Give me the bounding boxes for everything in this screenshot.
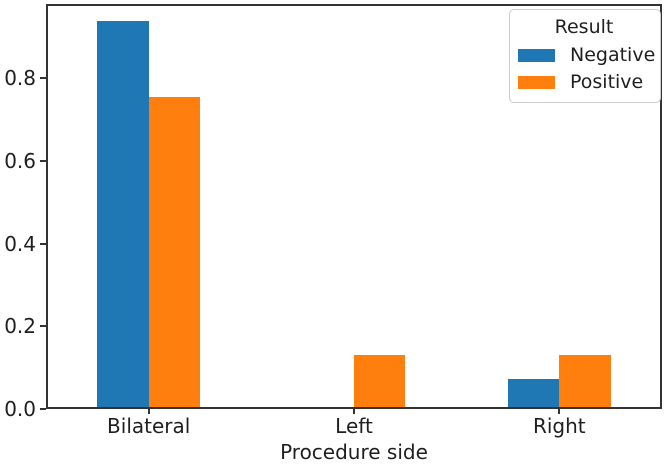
legend-item-positive: Positive — [518, 71, 650, 93]
legend-label-negative: Negative — [570, 44, 656, 66]
legend: Result Negative Positive — [509, 9, 661, 103]
y-tick-mark — [40, 242, 46, 245]
y-tick-label-0.2: 0.2 — [4, 314, 36, 339]
y-tick-label-0.0: 0.0 — [4, 397, 36, 421]
y-tick-label-0.4: 0.4 — [4, 231, 36, 256]
bar-bilateral-negative — [97, 21, 149, 407]
y-tick-mark — [40, 159, 46, 162]
legend-title: Result — [554, 16, 614, 38]
legend-swatch-positive-icon — [518, 75, 555, 89]
y-tick-label-0.8: 0.8 — [4, 66, 36, 91]
bar-bilateral-positive — [148, 97, 200, 407]
x-tick-label-right: Right — [532, 414, 586, 438]
bar-right-negative — [508, 379, 560, 407]
y-tick-mark — [40, 325, 46, 328]
legend-item-negative: Negative — [518, 44, 655, 66]
x-tick-mark — [147, 409, 150, 414]
bar-right-positive — [559, 355, 611, 407]
x-tick-mark — [353, 409, 355, 414]
y-tick-label-0.6: 0.6 — [4, 148, 36, 173]
legend-label-positive: Positive — [570, 71, 644, 93]
bar-left-positive — [354, 355, 406, 407]
x-tick-label-bilateral: Bilateral — [107, 414, 191, 438]
y-tick-mark — [40, 408, 46, 410]
x-axis-label: Procedure side — [280, 440, 428, 464]
x-tick-mark — [558, 409, 561, 414]
y-tick-mark — [40, 77, 46, 80]
legend-swatch-negative-icon — [518, 48, 555, 62]
x-tick-label-left: Left — [335, 414, 373, 438]
